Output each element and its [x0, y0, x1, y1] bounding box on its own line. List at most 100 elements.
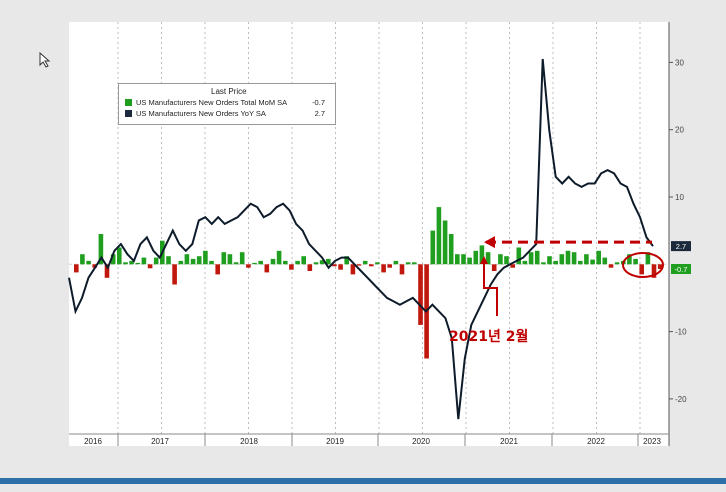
- grid: [69, 22, 669, 436]
- bar: [393, 260, 399, 265]
- bar: [381, 264, 386, 273]
- legend-label-yoy: US Manufacturers New Orders YoY SA: [136, 109, 266, 118]
- arrow-head-icon: [484, 236, 495, 249]
- mom-bars: [74, 207, 663, 359]
- bar: [590, 259, 595, 265]
- bar: [498, 254, 503, 265]
- legend-swatch-yoy: [125, 110, 132, 117]
- value-tag-box: [671, 241, 691, 252]
- bar: [387, 264, 392, 268]
- x-tick-label: 2018: [240, 437, 258, 446]
- bar: [553, 260, 558, 265]
- bar: [117, 247, 122, 265]
- x-tick-label: 2023: [643, 437, 661, 446]
- bar: [584, 254, 589, 265]
- bar: [221, 252, 227, 265]
- y-tick-label: -20: [675, 395, 687, 404]
- bar: [123, 262, 128, 265]
- x-tick-label: 2019: [326, 437, 344, 446]
- bar: [196, 256, 202, 265]
- bar: [479, 245, 485, 265]
- bar: [74, 264, 79, 273]
- bar: [375, 262, 380, 265]
- bar: [528, 252, 534, 265]
- bar: [92, 264, 97, 268]
- bar: [633, 258, 638, 265]
- y-tick-label: 20: [675, 126, 684, 135]
- bar: [657, 264, 663, 269]
- bar: [412, 262, 417, 265]
- bar: [547, 256, 552, 265]
- y-tick-label: 10: [675, 193, 684, 202]
- bar: [307, 264, 313, 271]
- bar: [313, 262, 319, 265]
- legend-title: Last Price: [211, 87, 247, 96]
- bar: [227, 254, 233, 265]
- annotation-label: 2021년 2월: [449, 329, 529, 345]
- bar: [276, 250, 282, 265]
- annotation-pointer-head-icon: [480, 256, 488, 264]
- bar: [252, 262, 257, 265]
- highlight-ellipse: [622, 252, 664, 278]
- bar: [215, 264, 220, 275]
- bar: [295, 260, 300, 265]
- bar: [326, 258, 331, 265]
- bar: [473, 250, 479, 265]
- bar: [166, 256, 171, 265]
- bar: [258, 260, 263, 265]
- bar: [565, 250, 571, 265]
- bar: [289, 264, 294, 270]
- bar: [98, 234, 104, 265]
- bar: [129, 260, 134, 265]
- bar: [190, 258, 196, 265]
- bar: [270, 258, 276, 265]
- bar: [319, 260, 325, 265]
- y-axis: 30 20 10 -10 -20: [668, 22, 687, 446]
- bar: [153, 257, 159, 265]
- legend-label-mom: US Manufacturers New Orders Total MoM SA: [136, 98, 288, 107]
- bar: [301, 256, 306, 265]
- bar: [467, 257, 472, 265]
- annotation-pointer: [483, 262, 498, 316]
- bar: [578, 260, 583, 265]
- bar: [448, 234, 454, 265]
- bar: [627, 254, 632, 265]
- bar: [614, 262, 620, 265]
- x-tick-label: 2020: [412, 437, 430, 446]
- bar: [283, 260, 288, 265]
- bar: [344, 256, 349, 265]
- value-tags: 2.7 -0.7: [671, 241, 691, 274]
- bar: [510, 264, 515, 268]
- bar: [172, 264, 177, 285]
- bar: [436, 207, 442, 265]
- bar: [203, 250, 208, 265]
- bar: [602, 257, 608, 265]
- bar: [534, 250, 540, 265]
- y-tick-label: 30: [675, 58, 684, 67]
- bar: [504, 256, 509, 265]
- bar: [455, 254, 460, 265]
- bar: [264, 264, 270, 273]
- bar: [350, 264, 356, 275]
- legend-item-yoy: US Manufacturers New Orders YoY SA 2.7: [125, 109, 329, 119]
- bar: [356, 264, 362, 266]
- mouse-pointer-icon: [39, 51, 51, 73]
- bar: [184, 254, 190, 265]
- bar: [141, 257, 147, 265]
- bar: [651, 264, 657, 278]
- bar: [485, 252, 491, 265]
- x-tick-label: 2021: [500, 437, 518, 446]
- bar: [399, 264, 405, 275]
- bar: [541, 262, 546, 265]
- legend: Last Price US Manufacturers New Orders T…: [118, 83, 336, 125]
- bar: [559, 254, 565, 265]
- bar: [491, 264, 497, 271]
- value-tag-label: -0.7: [675, 265, 688, 274]
- bar: [461, 254, 466, 265]
- value-tag-label: 2.7: [676, 242, 686, 251]
- bar: [86, 260, 91, 265]
- legend-value-yoy: 2.7: [314, 109, 325, 118]
- bar: [178, 260, 184, 265]
